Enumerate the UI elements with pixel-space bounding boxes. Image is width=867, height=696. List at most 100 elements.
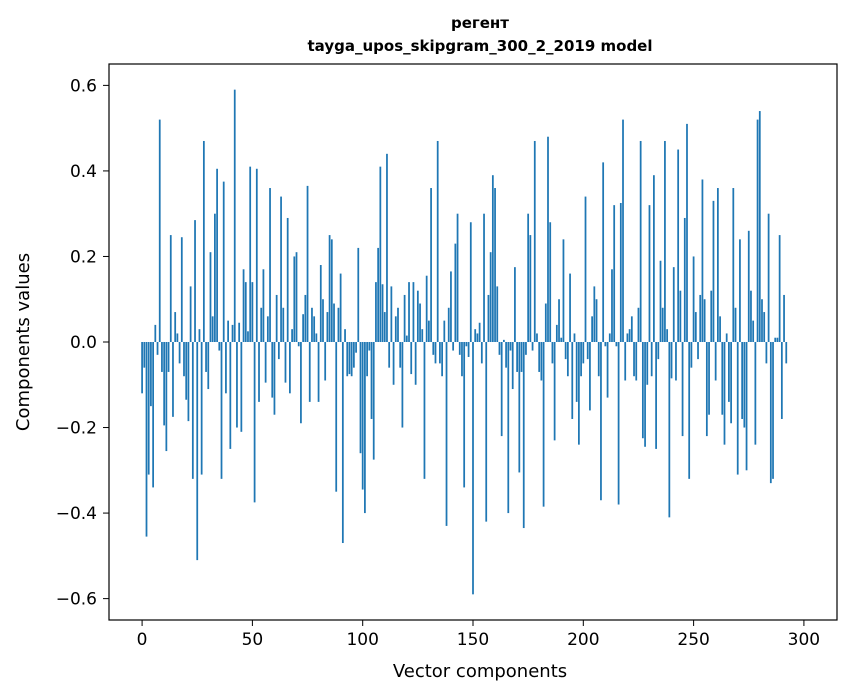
bar [218, 342, 221, 351]
bar [708, 342, 710, 415]
bar [756, 119, 759, 342]
bar [467, 342, 470, 357]
bar [730, 342, 732, 424]
bar [714, 342, 717, 381]
bar [527, 213, 530, 342]
bar [655, 342, 657, 449]
bar [280, 196, 282, 342]
bar [507, 342, 510, 514]
bar [758, 111, 761, 342]
bar [578, 342, 580, 445]
bar [198, 329, 201, 342]
bar [752, 320, 755, 342]
bar [646, 342, 649, 385]
bar [344, 329, 346, 342]
bar [745, 342, 748, 471]
bar [538, 342, 541, 372]
bar [326, 312, 329, 342]
bar [675, 342, 677, 381]
bar [525, 342, 527, 355]
bar [783, 294, 785, 342]
bars-group [141, 89, 788, 595]
bar [165, 342, 168, 452]
y-tick-label: −0.6 [56, 590, 97, 610]
bar [739, 239, 741, 342]
bar [498, 342, 501, 355]
bar [143, 342, 146, 368]
bar [436, 140, 439, 342]
bar [514, 267, 516, 342]
bar [233, 89, 236, 342]
bar [672, 267, 675, 342]
bar [394, 316, 397, 342]
bar [491, 175, 494, 342]
bar [308, 342, 311, 402]
x-axis-label: Vector components [393, 661, 567, 682]
bar [586, 342, 589, 360]
bar [154, 324, 157, 342]
bar [260, 307, 263, 342]
bar [701, 179, 704, 342]
bar [456, 213, 459, 342]
bar [617, 342, 620, 505]
bar [346, 342, 349, 377]
bar [379, 166, 382, 342]
bar [653, 175, 655, 342]
bar [772, 342, 774, 479]
bar [328, 235, 331, 342]
bar [258, 342, 260, 402]
bar [719, 316, 721, 342]
bar [286, 217, 289, 342]
bar [697, 342, 699, 360]
bar [300, 342, 302, 424]
bar [297, 342, 300, 347]
bar [403, 294, 406, 342]
bar [412, 282, 415, 342]
bar [533, 140, 536, 342]
bar [405, 335, 408, 342]
bar [463, 342, 466, 488]
bar [551, 342, 554, 364]
bar [483, 213, 485, 342]
bar [304, 294, 307, 342]
bar [637, 307, 640, 342]
bar [644, 342, 646, 447]
bar [337, 307, 340, 342]
bar [251, 282, 254, 342]
bar [196, 342, 199, 561]
bar [275, 294, 278, 342]
bar [152, 342, 154, 488]
bar [357, 247, 360, 342]
bar [461, 342, 463, 377]
bar [183, 342, 185, 377]
bar [611, 269, 613, 342]
bar [209, 252, 212, 342]
bar [388, 342, 391, 368]
bar [445, 342, 448, 526]
bar [480, 342, 483, 364]
bar [291, 329, 293, 342]
bar [430, 188, 432, 342]
bar [187, 342, 190, 422]
bar [635, 342, 638, 381]
y-tick-label: 0.0 [70, 333, 97, 353]
bar [778, 235, 781, 342]
bar [648, 205, 651, 342]
bar [509, 342, 512, 351]
bar [754, 342, 757, 445]
bar [174, 312, 177, 342]
bar [600, 342, 602, 501]
bar [593, 286, 596, 342]
bar [375, 282, 377, 342]
bar [341, 342, 344, 544]
bar [650, 342, 653, 377]
bar [322, 299, 324, 342]
bar [511, 342, 514, 390]
bar [465, 342, 468, 347]
bar [780, 342, 783, 419]
bar [743, 342, 746, 428]
bar [630, 316, 633, 342]
bar [785, 342, 788, 364]
bar [167, 342, 170, 372]
